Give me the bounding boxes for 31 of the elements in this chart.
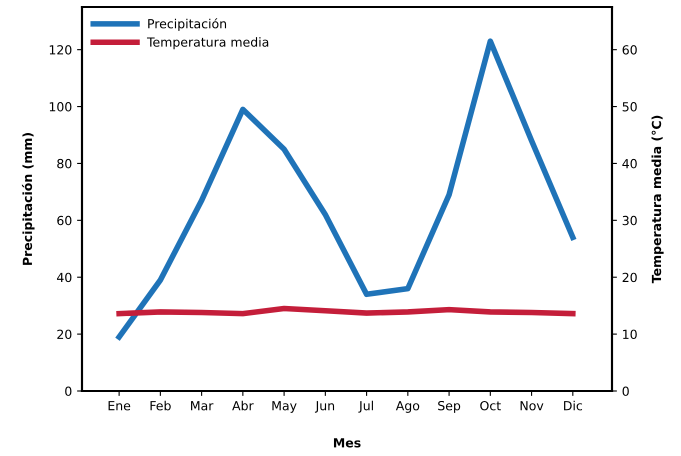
x-tick-label: Jul xyxy=(358,400,373,413)
x-tick-label: Sep xyxy=(438,400,460,413)
y-tick-label: 20 xyxy=(57,330,72,340)
x-axis-title: Mes xyxy=(334,438,361,448)
y-tick-label: 120 xyxy=(50,45,72,55)
y-axis-title: Precipitación (mm) xyxy=(22,133,35,265)
y-tick-label: 60 xyxy=(57,216,72,226)
y2-axis-title: Temperatura media (°C) xyxy=(652,116,664,284)
y2-tick-label: 0 xyxy=(622,386,629,396)
x-tick-label: May xyxy=(272,401,297,413)
y-tick-label: 100 xyxy=(50,102,72,112)
y2-tick-label: 40 xyxy=(622,158,637,168)
x-tick-label: Oct xyxy=(480,400,501,410)
legend-label: Temperatura media xyxy=(146,37,268,50)
y-tick-label: 0 xyxy=(65,386,72,396)
x-tick-label: Jun xyxy=(314,401,334,413)
y-tick-label: 80 xyxy=(57,158,72,168)
y2-tick-label: 30 xyxy=(622,216,637,226)
legend-label: Precipitación xyxy=(148,18,226,31)
x-tick-label: Ago xyxy=(396,401,420,413)
y-tick-label: 40 xyxy=(56,272,72,282)
y2-tick-label: 10 xyxy=(623,330,637,340)
y2-tick-label: 50 xyxy=(622,102,637,112)
x-tick-label: Abr xyxy=(232,400,254,410)
x-tick-label: Dic xyxy=(564,400,582,410)
y2-tick-label: 60 xyxy=(622,45,637,55)
x-tick-label: Ene xyxy=(108,401,130,410)
x-tick-label: Feb xyxy=(150,400,171,410)
y2-tick-label: 20 xyxy=(622,272,637,282)
x-tick-label: Nov xyxy=(520,401,544,410)
x-tick-label: Mar xyxy=(191,401,214,410)
